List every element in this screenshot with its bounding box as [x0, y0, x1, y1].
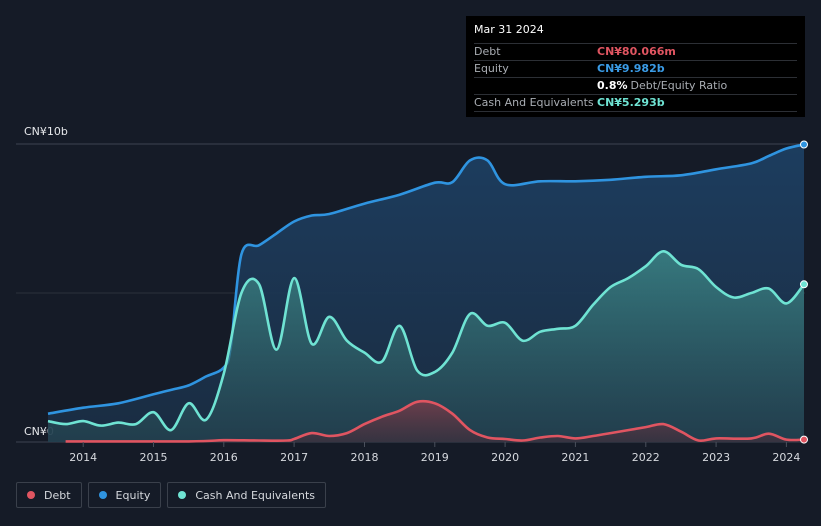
x-tick-label-2016: 2016	[210, 451, 238, 464]
x-tick-label-2023: 2023	[702, 451, 730, 464]
y-axis-label-bottom: CN¥0	[24, 425, 54, 438]
tooltip-equity-label: Equity	[474, 62, 509, 75]
tooltip-cash-label: Cash And Equivalents	[474, 96, 594, 109]
series-endpoint-debt	[800, 435, 808, 444]
x-tick-label-2015: 2015	[140, 451, 168, 464]
series-endpoint-equity	[800, 140, 808, 149]
chart-legend: Debt Equity Cash And Equivalents	[16, 482, 326, 508]
tooltip-ratio-label: Debt/Equity Ratio	[630, 79, 728, 92]
series-area-cash	[48, 251, 804, 442]
series-endpoints	[800, 140, 808, 444]
tooltip-row-ratio: 0.8% Debt/Equity Ratio	[474, 77, 797, 94]
tooltip-cash-value: CN¥5.293b	[597, 96, 665, 109]
legend-label-equity: Equity	[115, 488, 151, 502]
legend-dot-cash	[178, 491, 187, 499]
x-tick-label-2019: 2019	[421, 451, 449, 464]
legend-item-cash[interactable]: Cash And Equivalents	[167, 482, 326, 508]
x-tick-label-2022: 2022	[632, 451, 660, 464]
legend-item-equity[interactable]: Equity	[87, 482, 162, 508]
legend-label-cash: Cash And Equivalents	[195, 488, 315, 502]
tooltip-row-cash: Cash And Equivalents CN¥5.293b	[474, 94, 797, 112]
series-endpoint-cash	[800, 280, 808, 289]
y-axis-label-top: CN¥10b	[24, 125, 68, 138]
tooltip-row-debt: Debt CN¥80.066m	[474, 43, 797, 60]
tooltip-date: Mar 31 2024	[474, 23, 544, 36]
x-tick-label-2018: 2018	[351, 451, 379, 464]
legend-dot-equity	[98, 491, 107, 499]
series-line-cash	[47, 250, 806, 432]
x-tick-label-2021: 2021	[561, 451, 589, 464]
x-tick-label-2024: 2024	[772, 451, 800, 464]
tooltip-debt-value: CN¥80.066m	[597, 45, 676, 58]
legend-item-debt[interactable]: Debt	[16, 482, 82, 508]
tooltip-row-equity: Equity CN¥9.982b	[474, 60, 797, 77]
x-tick-label-2014: 2014	[69, 451, 97, 464]
tooltip-debt-label: Debt	[474, 45, 501, 58]
x-tick-label-2017: 2017	[280, 451, 308, 464]
hover-tooltip: Mar 31 2024 Debt CN¥80.066m Equity CN¥9.…	[466, 16, 805, 117]
tooltip-ratio-value: 0.8%	[597, 79, 628, 92]
series-line-debt	[65, 399, 805, 443]
tooltip-equity-value: CN¥9.982b	[597, 62, 665, 75]
legend-dot-debt	[27, 491, 35, 499]
x-axis: 2014 2015 2016 2017 2018 2019 2020 2021 2022 2023…	[69, 442, 800, 464]
series-line-equity	[47, 143, 805, 415]
series-layer	[47, 143, 806, 443]
x-tick-label-2020: 2020	[491, 451, 519, 464]
legend-label-debt: Debt	[44, 488, 71, 502]
